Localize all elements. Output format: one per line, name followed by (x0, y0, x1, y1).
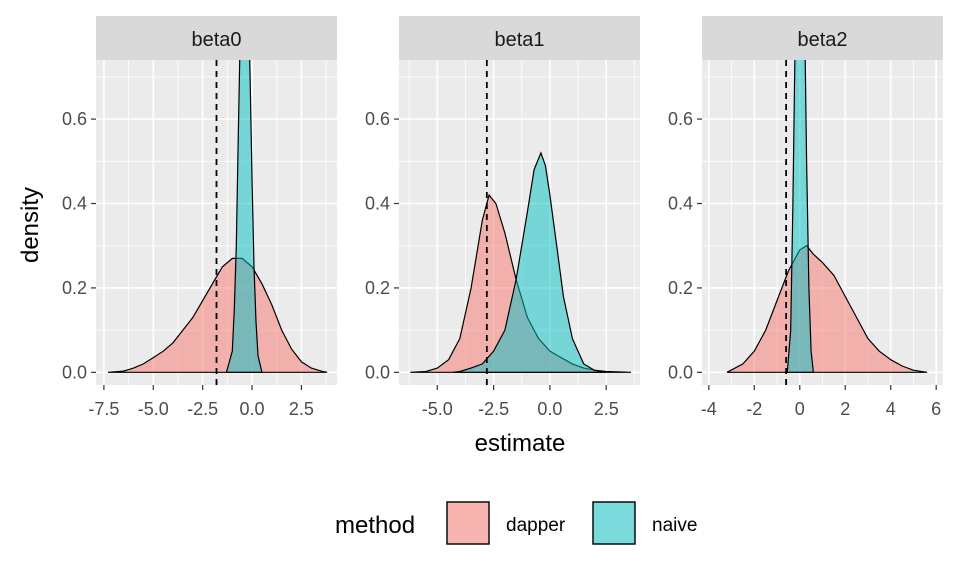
facet-strip-label: beta2 (797, 29, 847, 51)
y-tick-label: 0.2 (668, 278, 693, 298)
density-areas (107, 60, 328, 373)
x-tick-label: -5.0 (138, 399, 169, 419)
facet-panel-beta0: beta0 -7.5 -5.0 -2.5 0.0 2.5 0.0 0.2 0.4 0.6 (62, 16, 337, 419)
x-tick-label: -5.0 (422, 399, 453, 419)
y-tick-label: 0.4 (365, 194, 390, 214)
y-tick-label: 0.2 (365, 278, 390, 298)
density-areas (410, 151, 632, 373)
legend-keys: dapper naive (446, 501, 697, 545)
y-tick-label: 0.6 (365, 109, 390, 129)
x-tick-label: 2.5 (289, 399, 314, 419)
density-area-dapper (107, 257, 328, 373)
y-tick-label: 0.6 (668, 109, 693, 129)
facet-strip (702, 16, 943, 60)
x-tick-label: -2.5 (187, 399, 218, 419)
legend-label-naive: naive (652, 515, 697, 536)
facet-panel-beta2: beta2 -4 -2 0 2 4 6 0.0 0.2 0.4 0.6 (668, 16, 943, 419)
legend-key-naive (592, 501, 636, 545)
y-axis-title: density (17, 187, 44, 263)
y-tick-label: 0.0 (365, 362, 390, 382)
x-axis-title: estimate (475, 430, 566, 457)
x-tick-label: -4 (701, 399, 717, 419)
x-tick-label: 0.0 (537, 399, 562, 419)
facet-strip-label: beta1 (494, 29, 544, 51)
x-tick-label: -2.5 (478, 399, 509, 419)
y-tick-label: 0.0 (668, 362, 693, 382)
facet-strip (96, 16, 337, 60)
x-tick-label: -2 (746, 399, 762, 419)
x-tick-label: 4 (886, 399, 896, 419)
y-tick-label: 0.6 (62, 109, 87, 129)
x-tick-label: 6 (931, 399, 941, 419)
density-areas (726, 60, 928, 373)
y-tick-label: 0.2 (62, 278, 87, 298)
legend-key-dapper (446, 501, 490, 545)
density-area-naive (225, 60, 263, 373)
density-area-naive (786, 60, 815, 373)
facet-panels: beta0-7.5 -5.0 -2.5 0.0 2.50.00.20.40.6beta1… (62, 16, 943, 419)
facet-strip (399, 16, 640, 60)
facet-strip-label: beta0 (191, 29, 241, 51)
x-tick-label: 0 (795, 399, 805, 419)
density-area-naive (453, 151, 607, 373)
y-tick-label: 0.0 (62, 362, 87, 382)
y-tick-label: 0.4 (62, 194, 87, 214)
legend-title: method (335, 512, 415, 539)
x-tick-label: 2 (840, 399, 850, 419)
x-tick-label: 0.0 (240, 399, 265, 419)
x-tick-label: 2.5 (594, 399, 619, 419)
legend: method dapper naive (335, 501, 697, 545)
y-tick-label: 0.4 (668, 194, 693, 214)
density-area-dapper (726, 244, 928, 373)
x-tick-label: -7.5 (88, 399, 119, 419)
facet-panel-beta1: beta1 -5.0 -2.5 0.0 2.5 0.0 0.2 0.4 0.6 (365, 16, 640, 419)
legend-label-dapper: dapper (506, 515, 566, 536)
